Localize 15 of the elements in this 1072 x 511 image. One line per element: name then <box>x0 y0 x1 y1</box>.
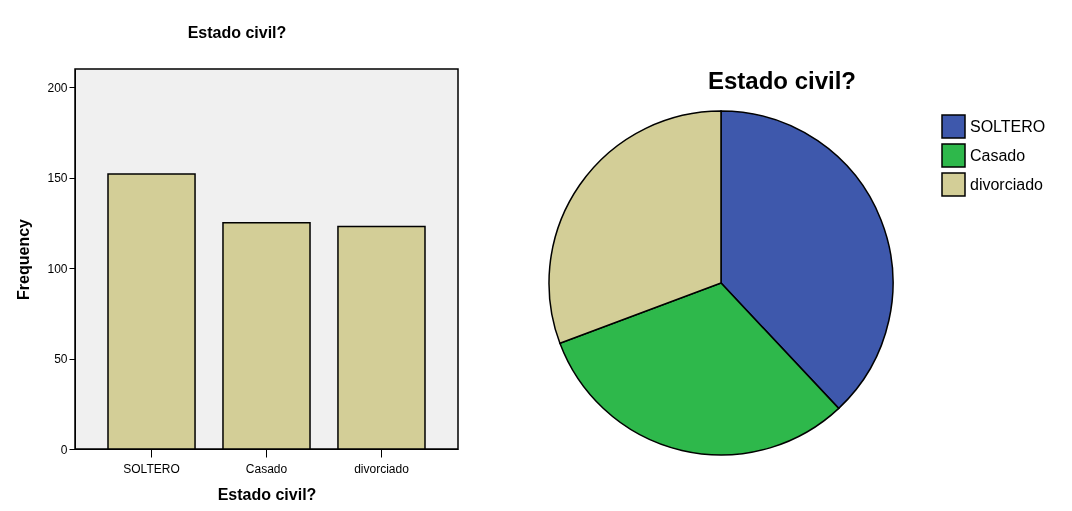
y-tick-label: 150 <box>47 171 68 186</box>
y-tick-label: 200 <box>47 80 68 95</box>
legend-label: SOLTERO <box>970 117 1046 135</box>
y-tick-label: 50 <box>54 352 68 367</box>
x-tick-label: divorciado <box>354 461 410 476</box>
legend-label: divorciado <box>970 175 1044 193</box>
x-tick-label: SOLTERO <box>123 461 180 476</box>
y-tick-label: 100 <box>47 261 68 276</box>
x-axis-title: Estado civil? <box>217 485 317 503</box>
y-tick-label: 0 <box>60 442 68 457</box>
x-tick-label: Casado <box>245 461 288 476</box>
chart-title: Estado civil? <box>707 67 857 94</box>
y-axis-title: Frequency <box>15 218 33 300</box>
chart-title: Estado civil? <box>187 24 287 41</box>
legend-label: Casado <box>970 146 1026 164</box>
